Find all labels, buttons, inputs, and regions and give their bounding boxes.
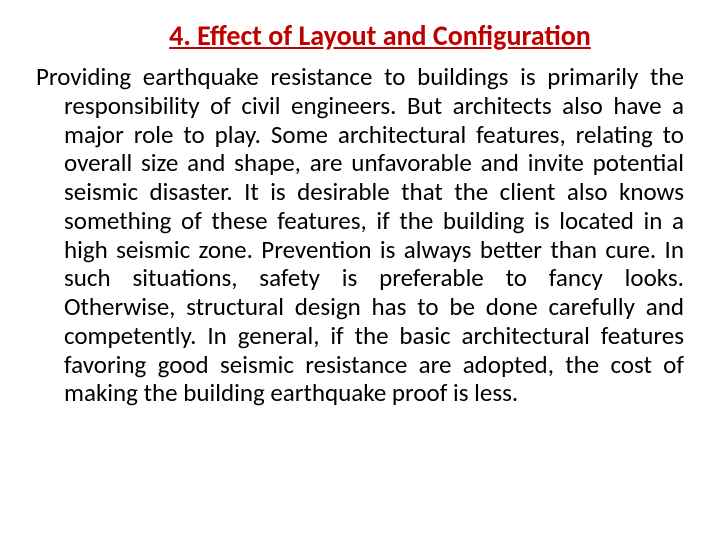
body-paragraph: Providing earthquake resistance to build…: [36, 63, 684, 408]
section-heading: 4. Effect of Layout and Configuration: [36, 18, 684, 53]
